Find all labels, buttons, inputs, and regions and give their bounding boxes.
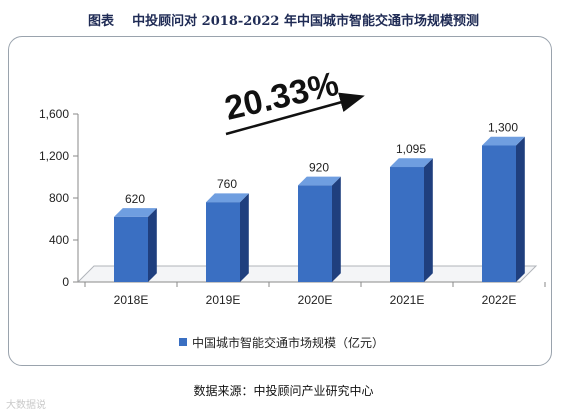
data-label: 760 (217, 177, 237, 191)
bar-top (298, 176, 341, 186)
bar (298, 185, 332, 282)
bar-top (482, 136, 525, 146)
bar (482, 145, 516, 282)
y-tick-label: 1,200 (39, 149, 69, 163)
x-tick-label: 2020E (298, 293, 333, 307)
chart-frame (8, 36, 552, 366)
x-tick-label: 2019E (206, 293, 241, 307)
bar (206, 202, 240, 282)
bar-side (516, 136, 525, 282)
y-tick-label: 1,600 (39, 107, 69, 121)
x-tick-label: 2021E (390, 293, 425, 307)
figure-label: 图表 (88, 14, 115, 29)
y-tick-label: 0 (62, 275, 69, 289)
bar-top (114, 208, 157, 217)
bar-side (332, 176, 341, 282)
data-label: 620 (125, 192, 145, 206)
bar (390, 167, 424, 282)
bar-side (240, 193, 249, 282)
legend-swatch (179, 338, 187, 346)
bar (114, 216, 148, 282)
bar-side (148, 208, 157, 282)
y-tick-label: 800 (49, 191, 69, 205)
data-label: 920 (309, 160, 329, 174)
x-tick-label: 2022E (482, 293, 517, 307)
y-tick-label: 400 (49, 233, 69, 247)
source-note: 数据来源：中投顾问产业研究中心 (193, 384, 374, 398)
data-label: 1,095 (396, 142, 426, 156)
watermark: 大数据说 (6, 400, 46, 411)
data-label: 1,300 (488, 121, 518, 135)
figure-title: 中投顾问对 2018-2022 年中国城市智能交通市场规模预测 (132, 14, 479, 29)
legend-label: 中国城市智能交通市场规模（亿元） (192, 335, 384, 350)
bar-side (424, 158, 433, 282)
x-tick-label: 2018E (114, 293, 149, 307)
growth-arrow (225, 92, 365, 136)
chart-title: 图表 中投顾问对 2018-2022 年中国城市智能交通市场规模预测 (0, 10, 567, 29)
bar-top (206, 193, 249, 203)
bar-top (390, 158, 433, 168)
